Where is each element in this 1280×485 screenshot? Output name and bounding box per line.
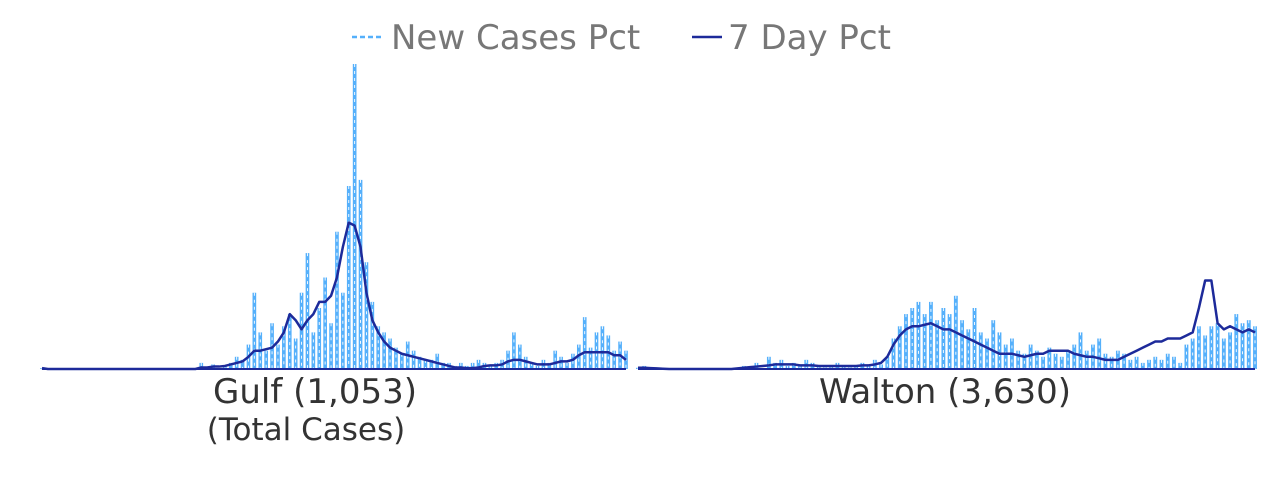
- panel-gulf: Gulf (1,053) (Total Cases): [40, 64, 628, 448]
- gulf-seven-day-line: [41, 221, 627, 371]
- new-cases-bar: [1109, 356, 1114, 369]
- legend-new-cases-label: New Cases Pct: [391, 18, 640, 58]
- new-cases-bar: [885, 356, 890, 369]
- new-cases-bar: [935, 320, 940, 369]
- new-cases-bar: [335, 231, 339, 369]
- new-cases-bar: [928, 301, 933, 369]
- new-cases-bar: [341, 292, 345, 369]
- new-cases-bar: [904, 314, 908, 369]
- new-cases-bar: [417, 356, 422, 369]
- new-cases-bar: [559, 356, 563, 369]
- new-cases-bar: [323, 277, 327, 369]
- new-cases-bar: [1059, 356, 1064, 369]
- new-cases-bar: [1072, 344, 1077, 369]
- new-cases-bar: [978, 332, 983, 369]
- new-cases-bar: [594, 332, 599, 369]
- new-cases-bar: [791, 362, 796, 369]
- gulf-panel-sublabel: (Total Cases): [207, 412, 405, 448]
- new-cases-bar: [517, 344, 522, 369]
- new-cases-bar: [1078, 332, 1083, 369]
- new-cases-bar: [1228, 332, 1232, 369]
- new-cases-bar: [1134, 356, 1139, 369]
- new-cases-bar: [588, 347, 593, 369]
- new-cases-bar: [352, 64, 357, 369]
- new-cases-bar: [997, 332, 1002, 369]
- new-cases-bar: [512, 332, 516, 369]
- new-cases-bar: [916, 301, 921, 369]
- new-cases-bar: [299, 292, 304, 369]
- legend-seven-day-label: 7 Day Pct: [728, 18, 891, 58]
- new-cases-bar: [1153, 356, 1158, 369]
- new-cases-bar: [470, 362, 475, 369]
- new-cases-bar: [1047, 347, 1052, 369]
- new-cases-bar: [547, 362, 552, 369]
- new-cases-bar: [773, 362, 778, 369]
- gulf-panel-label: Gulf (1,053): [213, 372, 417, 412]
- new-cases-bar: [476, 359, 481, 369]
- new-cases-bar: [766, 356, 771, 369]
- new-cases-bar: [311, 332, 316, 369]
- new-cases-bar: [429, 359, 434, 369]
- new-cases-bar: [922, 314, 927, 369]
- new-cases-bar: [364, 262, 369, 369]
- panel-walton: Walton (3,630): [636, 279, 1257, 412]
- new-cases-bar: [459, 362, 463, 369]
- new-cases-bar: [1159, 359, 1164, 369]
- new-cases-bar: [1140, 362, 1145, 369]
- new-cases-bar: [240, 359, 245, 369]
- new-cases-bar: [1246, 320, 1251, 369]
- new-cases-bar: [1184, 344, 1189, 369]
- new-cases-bar: [523, 356, 528, 369]
- new-cases-bar: [960, 320, 965, 369]
- new-cases-bar: [423, 359, 428, 369]
- new-cases-bar: [565, 362, 569, 369]
- new-cases-bar: [1172, 356, 1176, 369]
- new-cases-bar: [966, 329, 971, 369]
- new-cases-bar: [370, 301, 375, 369]
- legend: New Cases Pct 7 Day Pct: [352, 18, 891, 58]
- new-cases-bar: [582, 317, 587, 369]
- new-cases-bar: [1147, 359, 1151, 369]
- new-cases-bar: [1234, 314, 1239, 369]
- new-cases-bar: [529, 362, 534, 369]
- new-cases-bar: [1003, 344, 1008, 369]
- new-cases-bar: [1128, 359, 1133, 369]
- walton-seven-day-line: [638, 279, 1256, 371]
- new-cases-bar: [947, 314, 952, 369]
- new-cases-bar: [252, 292, 257, 369]
- new-cases-bar: [394, 347, 398, 369]
- new-cases-bar: [441, 362, 445, 369]
- new-cases-bar: [199, 362, 204, 369]
- new-cases-bar: [1028, 344, 1033, 369]
- new-cases-bar: [991, 320, 996, 369]
- gulf-new-cases-series: [40, 64, 628, 369]
- walton-new-cases-series: [636, 295, 1257, 369]
- new-cases-bar: [228, 362, 233, 369]
- new-cases-bar: [382, 332, 386, 369]
- walton-panel-label: Walton (3,630): [819, 372, 1071, 412]
- new-cases-bar: [1178, 362, 1183, 369]
- new-cases-bar: [276, 344, 280, 369]
- new-cases-bar: [1041, 356, 1046, 369]
- new-cases-bar: [287, 314, 292, 369]
- new-cases-bar: [358, 179, 363, 369]
